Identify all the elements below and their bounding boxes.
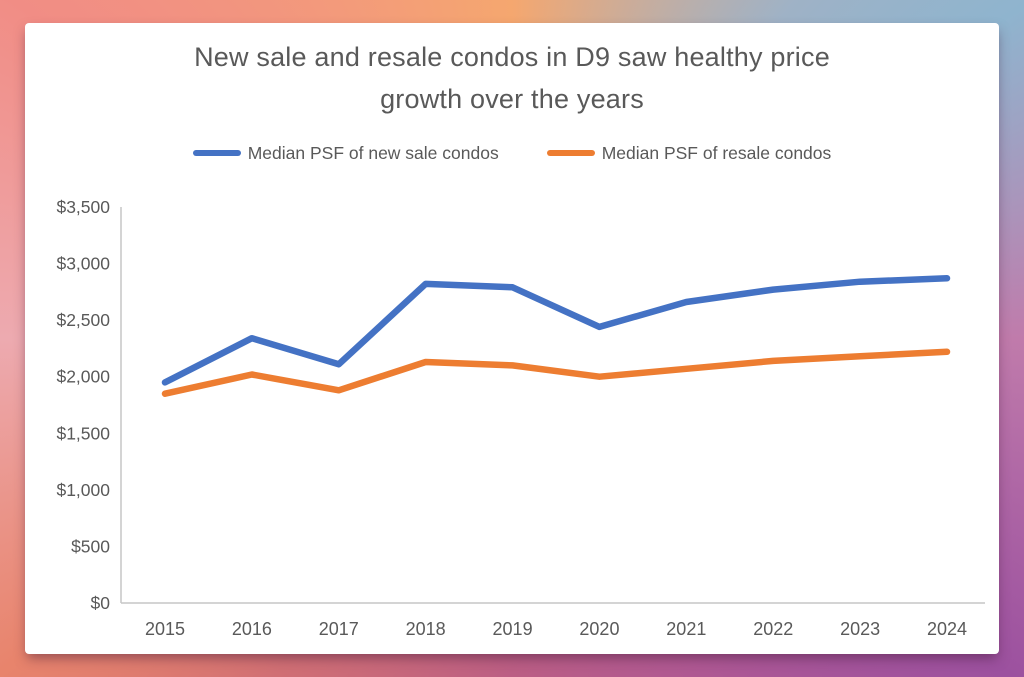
x-tick-label: 2024: [927, 619, 967, 639]
legend-label-resale: Median PSF of resale condos: [601, 142, 832, 163]
legend-line-swatch-orange: [546, 150, 595, 156]
y-tick-label: $2,000: [56, 367, 110, 387]
y-tick-label: $3,500: [56, 197, 110, 217]
y-tick-label: $500: [71, 536, 110, 556]
chart-title: New sale and resale condos in D9 saw hea…: [194, 42, 830, 114]
series-line-1: [161, 348, 951, 397]
x-tick-label: 2020: [579, 619, 619, 639]
y-tick-label: $3,000: [56, 254, 110, 274]
legend-item-new-sale: Median PSF of new sale condos: [192, 142, 499, 164]
x-tick-label: 2019: [493, 619, 533, 639]
x-tick-label: 2021: [666, 619, 706, 639]
y-tick-label: $2,500: [56, 310, 110, 330]
series-line-0: [161, 275, 951, 386]
y-tick-label: $1,000: [56, 480, 110, 500]
x-tick-label: 2023: [840, 619, 880, 639]
x-tick-label: 2017: [319, 619, 359, 639]
legend-label-new-sale: Median PSF of new sale condos: [247, 142, 499, 163]
y-tick-label: $1,500: [56, 423, 110, 443]
legend-item-resale: Median PSF of resale condos: [546, 142, 832, 164]
x-tick-label: 2018: [406, 619, 446, 639]
chart-card: New sale and resale condos in D9 saw hea…: [25, 23, 999, 654]
x-tick-label: 2022: [753, 619, 793, 639]
legend-line-swatch-blue: [192, 150, 241, 156]
chart-legend: Median PSF of new sale condos Median PSF…: [25, 142, 999, 164]
x-tick-label: 2016: [232, 619, 272, 639]
y-tick-label: $0: [91, 593, 111, 613]
x-tick-label: 2015: [145, 619, 185, 639]
